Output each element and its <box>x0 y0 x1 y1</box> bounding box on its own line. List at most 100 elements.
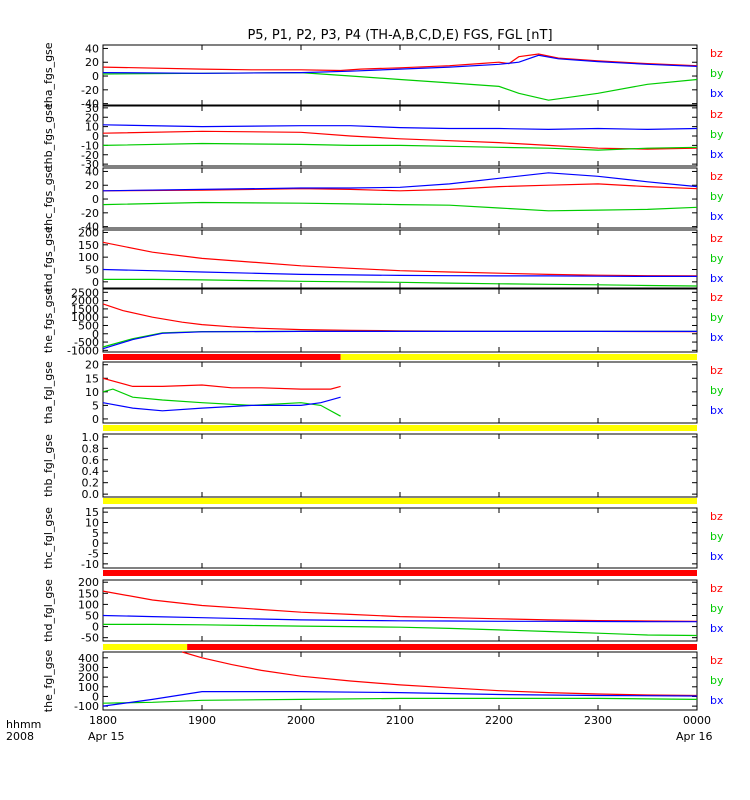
ylabel-4: the_fgs_gse <box>42 288 55 353</box>
series-by-3 <box>103 278 698 287</box>
legend-bz-5: bz <box>710 364 723 377</box>
ytick-label-9: 100 <box>78 681 99 694</box>
hhmm-label: hhmm <box>6 718 42 731</box>
ytick-label-1: 0 <box>92 130 99 143</box>
xtick-label-2300: 2300 <box>584 714 612 727</box>
ytick-label-2: 40 <box>85 165 99 178</box>
legend-by-0: by <box>710 67 724 80</box>
series-bx-1 <box>102 124 698 131</box>
series-by-1 <box>102 142 698 151</box>
ytick-label-8: 100 <box>78 598 99 611</box>
series-bx-8 <box>102 614 697 623</box>
ytick-label-5: 10 <box>85 386 99 399</box>
ytick-label-1: 10 <box>85 121 99 134</box>
ytick-label-9: 400 <box>78 652 99 665</box>
xtick-label-0000: 0000 <box>683 714 711 727</box>
ytick-label-5: 15 <box>85 372 99 385</box>
xtick-label-1800: 1800 <box>89 714 117 727</box>
series-bx-3 <box>102 268 697 277</box>
ytick-label-2: 20 <box>85 179 99 192</box>
legend-bx-1: bx <box>710 148 724 161</box>
ytick-label-8: 200 <box>78 576 99 589</box>
legend-by-7: by <box>710 530 724 543</box>
ytick-label-0: -20 <box>81 84 99 97</box>
ylabel-7: thc_fgl_gse <box>42 507 55 569</box>
legend-bz-4: bz <box>710 291 723 304</box>
end-date-label: Apr 16 <box>676 730 713 743</box>
ytick-label-5: 5 <box>92 399 99 412</box>
status-bar-3 <box>103 570 697 576</box>
ytick-label-4: -500 <box>74 336 99 349</box>
panel-frame-0 <box>102 44 698 106</box>
series-bz-9 <box>182 651 698 697</box>
ytick-label-7: 10 <box>85 516 99 529</box>
series-bz-5 <box>102 377 341 390</box>
legend-by-5: by <box>710 384 724 397</box>
ytick-label-8: 150 <box>78 587 99 600</box>
legend-bx-7: bx <box>710 550 724 563</box>
series-bz-4 <box>102 303 698 333</box>
ytick-label-4: 2500 <box>71 286 99 299</box>
ytick-label-7: 5 <box>92 527 99 540</box>
year-label: 2008 <box>6 730 34 743</box>
series-by-4 <box>102 330 697 348</box>
ytick-label-3: 200 <box>78 226 99 239</box>
panel-frame-7 <box>102 507 698 569</box>
status-bar-0 <box>340 354 697 360</box>
ytick-label-1: 30 <box>85 102 99 115</box>
legend-bx-8: bx <box>710 622 724 635</box>
ylabel-3: thd_fgs_gse <box>42 226 55 292</box>
legend-bx-4: bx <box>710 331 724 344</box>
legend-bx-5: bx <box>710 404 724 417</box>
ytick-label-5: 0 <box>92 413 99 426</box>
ytick-label-8: 0 <box>92 621 99 634</box>
ytick-label-7: -5 <box>88 548 99 561</box>
ytick-label-5: 20 <box>85 359 99 372</box>
panel-frame-8 <box>102 579 698 642</box>
ytick-label-4: 1000 <box>71 311 99 324</box>
legend-by-9: by <box>710 674 724 687</box>
legend-by-2: by <box>710 190 724 203</box>
status-bar-1 <box>103 425 697 431</box>
ylabel-1: thb_fgs_gse <box>42 103 55 169</box>
ytick-label-1: 20 <box>85 111 99 124</box>
legend-bz-2: bz <box>710 170 723 183</box>
ytick-label-4: 1500 <box>71 303 99 316</box>
ytick-label-6: 0.2 <box>82 477 100 490</box>
ytick-label-8: 50 <box>85 609 99 622</box>
legend-by-8: by <box>710 602 724 615</box>
legend-bx-9: bx <box>710 694 724 707</box>
ytick-label-6: 0.8 <box>82 442 100 455</box>
ytick-label-3: 50 <box>85 263 99 276</box>
ytick-label-9: 200 <box>78 671 99 684</box>
ytick-label-0: 20 <box>85 56 99 69</box>
series-by-2 <box>102 201 698 212</box>
panel-frame-1 <box>102 105 698 167</box>
ylabel-8: thd_fgl_gse <box>42 579 55 642</box>
series-by-0 <box>102 71 698 101</box>
ytick-label-8: -50 <box>81 632 99 645</box>
legend-by-4: by <box>710 311 724 324</box>
xtick-label-2100: 2100 <box>386 714 414 727</box>
ytick-label-0: 0 <box>92 70 99 83</box>
ytick-label-4: 2000 <box>71 295 99 308</box>
series-bx-0 <box>102 54 698 74</box>
ytick-label-7: 0 <box>92 537 99 550</box>
series-by-8 <box>103 623 698 637</box>
legend-bz-9: bz <box>710 654 723 667</box>
legend-bz-0: bz <box>710 47 723 60</box>
ylabel-5: tha_fgl_gse <box>42 361 55 424</box>
ytick-label-0: 40 <box>85 42 99 55</box>
series-bz-1 <box>102 130 698 150</box>
ytick-label-4: 0 <box>92 328 99 341</box>
ytick-label-9: -100 <box>74 700 99 713</box>
ytick-label-1: -10 <box>81 139 99 152</box>
start-date-label: Apr 15 <box>88 730 125 743</box>
ylabel-2: thc_fgs_gse <box>42 166 55 231</box>
ytick-label-6: 0.4 <box>82 465 100 478</box>
legend-bx-2: bx <box>710 210 724 223</box>
legend-bz-1: bz <box>710 108 723 121</box>
ytick-label-7: 15 <box>85 506 99 519</box>
ytick-label-2: 0 <box>92 193 99 206</box>
